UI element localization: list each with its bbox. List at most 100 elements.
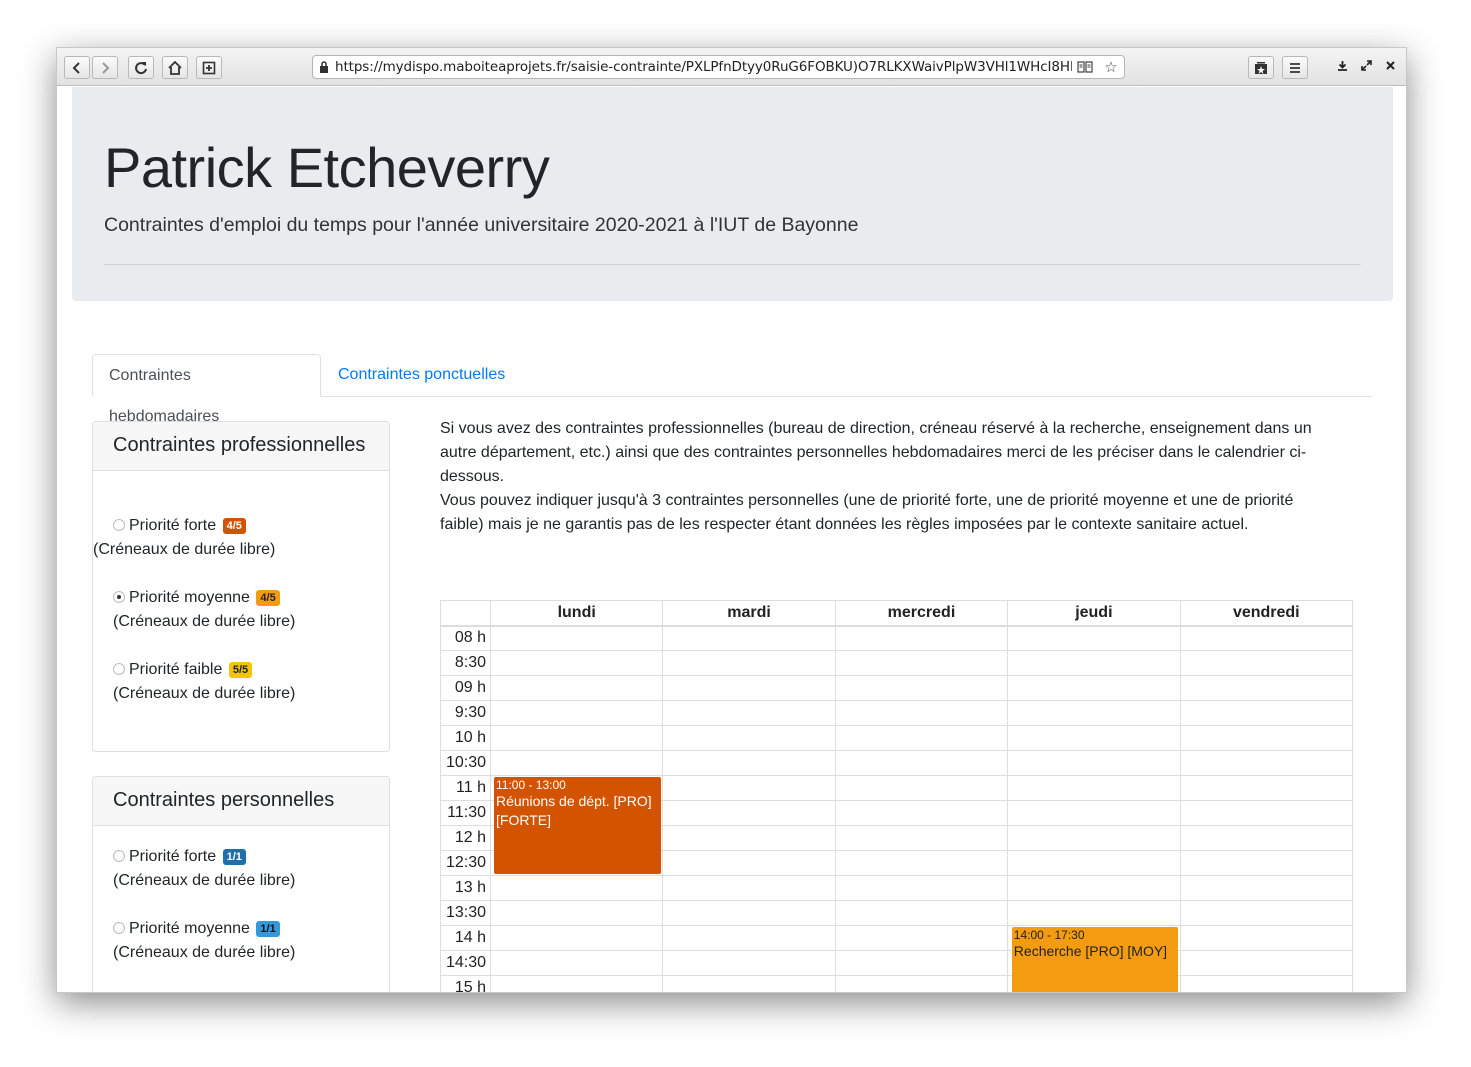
home-icon[interactable] [162,56,188,79]
minimize-icon[interactable] [1337,59,1348,74]
calendar-cell[interactable] [834,750,1009,776]
calendar-event[interactable]: 11:00 - 13:00 Réunions de dépt. [PRO] [FO… [494,777,661,874]
pro-option-forte[interactable]: Priorité forte 4/5 (Créneaux de durée li… [93,514,275,562]
calendar-cell[interactable] [834,875,1009,901]
calendar-cell[interactable] [834,775,1009,801]
calendar-cell[interactable] [662,725,836,751]
calendar-cell[interactable] [1179,900,1354,926]
calendar-cell[interactable] [1179,825,1354,851]
perso-option-moyenne[interactable]: Priorité moyenne 1/1 (Créneaux de durée … [113,917,295,965]
maximize-icon[interactable] [1361,59,1372,74]
calendar-cell[interactable] [1007,750,1181,776]
forward-icon[interactable] [92,56,118,79]
calendar-cell[interactable] [1007,900,1181,926]
calendar-cell[interactable] [662,650,836,676]
calendar-cell[interactable] [489,700,664,726]
calendar-cell[interactable] [662,675,836,701]
calendar-cell[interactable] [834,925,1009,951]
calendar-cell[interactable] [662,925,836,951]
calendar-cell[interactable] [834,950,1009,976]
calendar-cell[interactable] [834,725,1009,751]
calendar-cell[interactable] [489,975,664,992]
pro-option-faible[interactable]: Priorité faible 5/5 (Créneaux de durée l… [113,658,295,706]
calendar-cell[interactable] [834,650,1009,676]
bookmark-add-icon[interactable] [196,56,222,79]
close-icon[interactable] [1385,59,1396,74]
calendar-cell[interactable] [489,725,664,751]
radio-perso-forte[interactable] [113,850,125,862]
calendar-cell[interactable] [834,700,1009,726]
calendar-event[interactable]: 14:00 - 17:30 Recherche [PRO] [MOY] [1011,927,1179,992]
calendar-cell[interactable] [834,625,1009,651]
calendar-cell[interactable] [1007,800,1181,826]
pro-option-moyenne[interactable]: Priorité moyenne 4/5 (Créneaux de durée … [113,586,295,634]
calendar-cell[interactable] [662,750,836,776]
calendar-cell[interactable] [489,875,664,901]
calendar-cell[interactable] [834,850,1009,876]
calendar-cell[interactable] [662,825,836,851]
page-subtitle: Contraintes d'emploi du temps pour l'ann… [104,214,859,236]
time-label: 13:30 [440,900,491,926]
calendar-cell[interactable] [1179,700,1354,726]
calendar-cell[interactable] [489,675,664,701]
calendar-cell[interactable] [1007,625,1181,651]
reader-mode-icon[interactable] [1072,61,1098,73]
calendar-cell[interactable] [662,700,836,726]
calendar-cell[interactable] [662,775,836,801]
calendar-cell[interactable] [1007,775,1181,801]
calendar-cell[interactable] [1007,725,1181,751]
calendar-cell[interactable] [1179,975,1354,992]
calendar-cell[interactable] [1179,875,1354,901]
calendar-cell[interactable] [834,800,1009,826]
page-content: Patrick Etcheverry Contraintes d'emploi … [57,87,1406,992]
calendar-cell[interactable] [489,900,664,926]
reload-icon[interactable] [128,56,154,79]
calendar-cell[interactable] [1007,675,1181,701]
calendar-cell[interactable] [662,950,836,976]
perso-option-forte[interactable]: Priorité forte 1/1 (Créneaux de durée li… [113,845,295,893]
calendar-cell[interactable] [834,825,1009,851]
address-bar[interactable]: https://mydispo.maboiteaprojets.fr/saisi… [312,55,1125,79]
calendar-cell[interactable] [489,950,664,976]
url-text[interactable]: https://mydispo.maboiteaprojets.fr/saisi… [335,59,1072,75]
calendar-cell[interactable] [662,975,836,992]
calendar-cell[interactable] [834,900,1009,926]
calendar-cell[interactable] [489,650,664,676]
tab-contraintes-hebdomadaires[interactable]: Contraintes hebdomadaires [92,354,321,425]
calendar-cell[interactable] [1179,800,1354,826]
back-icon[interactable] [64,56,90,79]
time-slot-row: 9:30 [440,700,1354,726]
calendar-cell[interactable] [834,975,1009,992]
radio-perso-moyenne[interactable] [113,922,125,934]
radio-pro-forte[interactable] [113,519,125,531]
calendar-cell[interactable] [1179,725,1354,751]
calendar-cell[interactable] [1007,875,1181,901]
calendar-cell[interactable] [834,675,1009,701]
calendar-cell[interactable] [1179,625,1354,651]
calendar-cell[interactable] [1179,775,1354,801]
calendar-cell[interactable] [1179,675,1354,701]
calendar-cell[interactable] [1007,825,1181,851]
radio-pro-faible[interactable] [113,663,125,675]
calendar-cell[interactable] [662,900,836,926]
calendar-cell[interactable] [662,625,836,651]
calendar-cell[interactable] [1179,950,1354,976]
calendar-cell[interactable] [1179,850,1354,876]
tab-contraintes-ponctuelles[interactable]: Contraintes ponctuelles [338,366,506,383]
menu-icon[interactable] [1282,56,1308,79]
calendar-cell[interactable] [489,750,664,776]
calendar-cell[interactable] [1179,750,1354,776]
calendar-cell[interactable] [662,875,836,901]
calendar-cell[interactable] [1007,700,1181,726]
collections-icon[interactable] [1248,56,1274,79]
calendar-cell[interactable] [1179,925,1354,951]
calendar-cell[interactable] [1007,650,1181,676]
calendar-cell[interactable] [662,800,836,826]
calendar-cell[interactable] [489,925,664,951]
calendar-cell[interactable] [1007,850,1181,876]
calendar-cell[interactable] [662,850,836,876]
calendar-cell[interactable] [489,625,664,651]
radio-pro-moyenne[interactable] [113,591,125,603]
star-icon[interactable]: ☆ [1104,59,1118,76]
calendar-cell[interactable] [1179,650,1354,676]
